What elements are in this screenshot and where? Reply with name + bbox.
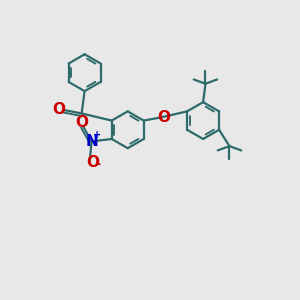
Text: O: O	[158, 110, 170, 124]
Text: -: -	[96, 158, 101, 171]
Text: O: O	[86, 155, 99, 170]
Text: N: N	[85, 134, 98, 149]
Text: O: O	[75, 115, 88, 130]
Text: +: +	[92, 130, 101, 140]
Text: O: O	[52, 102, 65, 117]
